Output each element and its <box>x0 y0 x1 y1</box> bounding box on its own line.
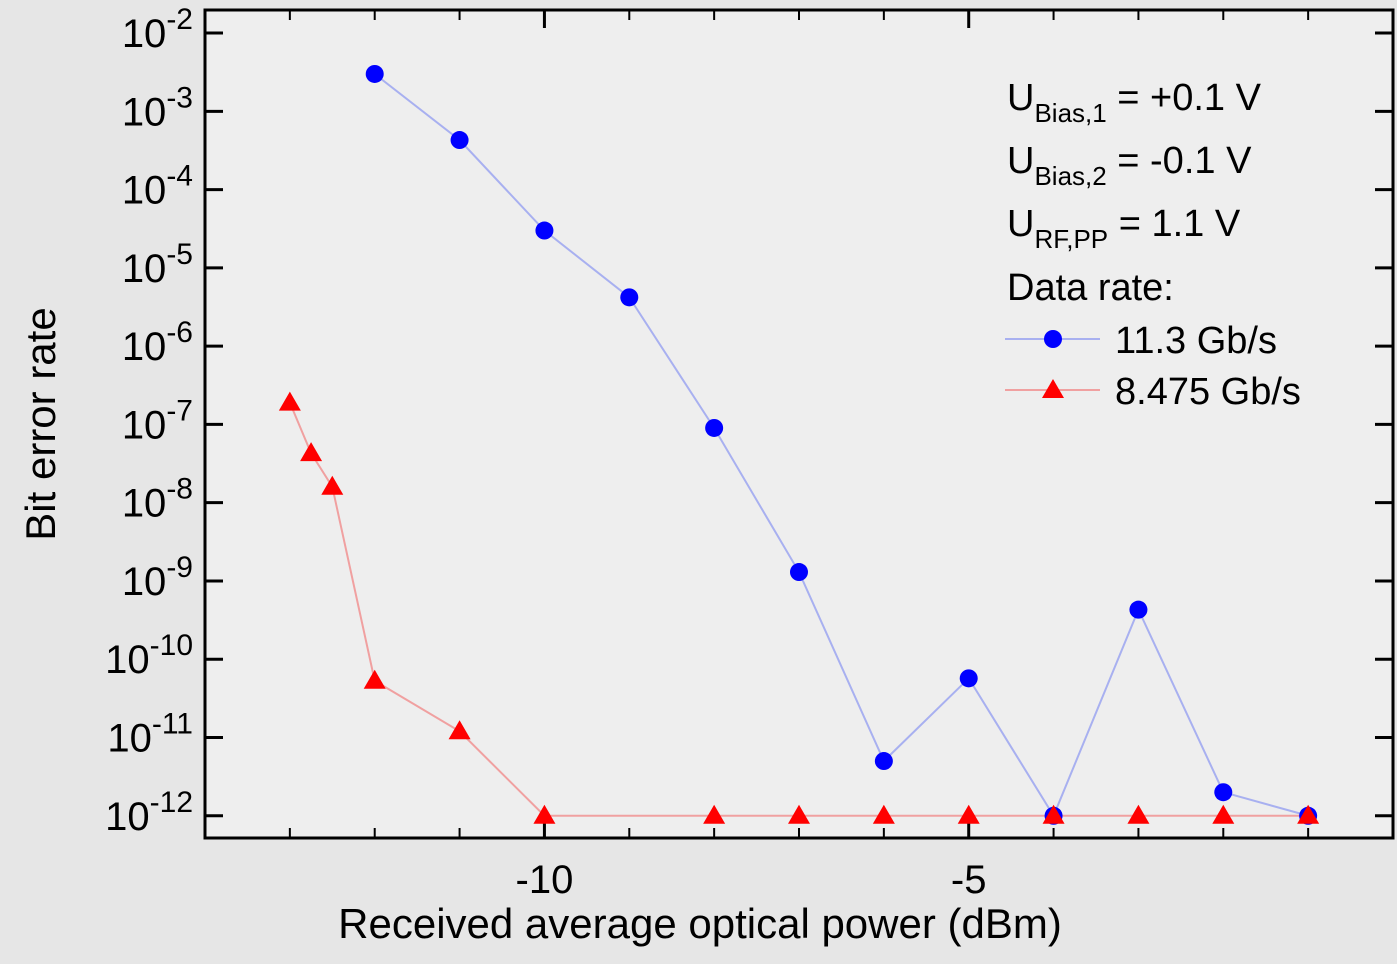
legend-marker <box>1044 330 1062 348</box>
x-axis-label: Received average optical power (dBm) <box>338 900 1062 947</box>
data-point <box>959 669 978 688</box>
data-point <box>1127 804 1150 824</box>
legend-label: 8.475 Gb/s <box>1115 371 1301 413</box>
data-point <box>321 475 344 495</box>
annotation-rest: = +0.1 V <box>1107 77 1262 119</box>
y-tick-label: 10-9 <box>122 551 193 604</box>
y-tick-label: 10-6 <box>122 316 193 369</box>
data-point <box>535 221 554 240</box>
annotation-main: U <box>1007 203 1034 245</box>
y-tick-label: 10-3 <box>122 81 193 134</box>
data-point <box>790 563 808 582</box>
data-point <box>1297 804 1320 824</box>
y-axis-label: Bit error rate <box>17 307 64 540</box>
y-tick-label: 10-12 <box>105 786 193 839</box>
data-point <box>703 804 726 824</box>
y-tick-label: 10-4 <box>122 160 193 213</box>
data-point <box>450 131 469 150</box>
annotation: UBias,2 = -0.1 V <box>1007 140 1252 191</box>
data-point <box>957 804 980 824</box>
legend-title: Data rate: <box>1007 267 1174 309</box>
annotation-main: U <box>1007 140 1034 182</box>
series-line <box>374 73 1309 818</box>
data-point <box>278 391 301 411</box>
data-point <box>1212 804 1235 824</box>
annotation-rest: = 1.1 V <box>1108 203 1241 245</box>
y-tick-label: 10-7 <box>122 394 193 447</box>
y-tick-label: 10-5 <box>122 238 193 291</box>
y-tick-label: 10-11 <box>107 707 193 760</box>
plot-area <box>203 8 1395 840</box>
data-point <box>300 442 323 462</box>
data-point <box>705 418 724 437</box>
data-point <box>533 804 556 824</box>
legend-label: 11.3 Gb/s <box>1115 320 1277 362</box>
y-tick-label: 10-2 <box>122 3 193 56</box>
y-tick-label: 10-10 <box>105 629 193 682</box>
y-tick-label: 10-8 <box>122 473 193 526</box>
series-line <box>288 402 1309 817</box>
data-point <box>448 720 471 740</box>
legend-marker <box>1042 379 1064 398</box>
data-point <box>1129 600 1148 619</box>
data-point <box>1214 783 1233 802</box>
annotation-main: U <box>1007 77 1034 119</box>
annotation: UBias,1 = +0.1 V <box>1007 77 1262 128</box>
data-point <box>363 669 386 689</box>
annotation-sub: Bias,2 <box>1034 161 1106 191</box>
x-tick-label: -10 <box>516 858 574 902</box>
data-point <box>874 752 893 771</box>
data-point <box>365 64 384 83</box>
x-tick-label: -5 <box>951 858 987 902</box>
annotation-sub: Bias,1 <box>1034 98 1106 128</box>
data-point <box>620 288 639 307</box>
annotation-sub: RF,PP <box>1034 224 1108 254</box>
data-point <box>1042 804 1065 824</box>
data-point <box>872 804 895 824</box>
data-point <box>788 804 810 824</box>
annotation-rest: = -0.1 V <box>1107 140 1252 182</box>
annotation: URF,PP = 1.1 V <box>1007 203 1241 254</box>
